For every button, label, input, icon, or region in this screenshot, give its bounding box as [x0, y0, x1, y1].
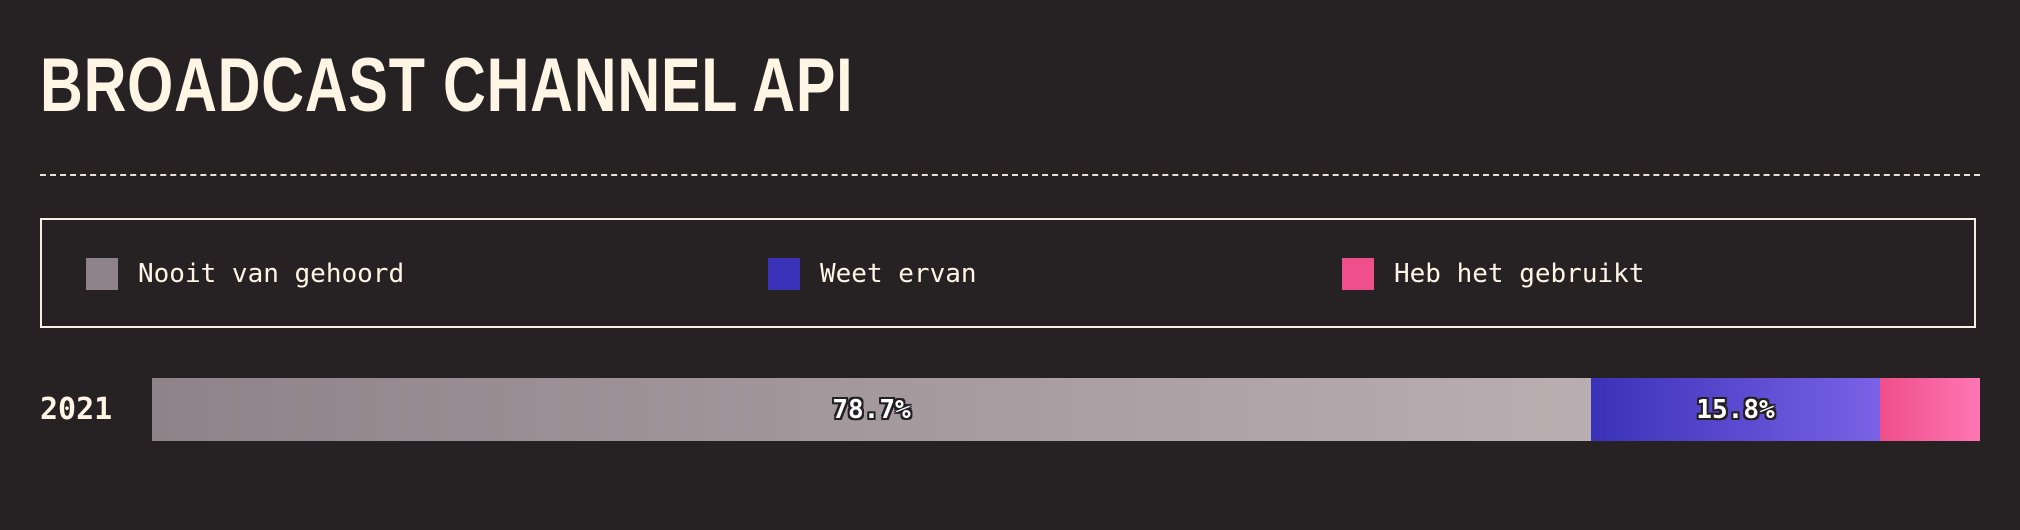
- bar-segment-used[interactable]: [1880, 378, 1980, 441]
- legend-label-used: Heb het gebruikt: [1394, 259, 1645, 289]
- legend-label-never-heard: Nooit van gehoord: [138, 259, 405, 289]
- legend-swatch-aware: [768, 258, 800, 290]
- chart-title: BROADCAST CHANNEL API: [40, 43, 854, 128]
- legend-item-never-heard[interactable]: Nooit van gehoord: [86, 258, 404, 290]
- legend: Nooit van gehoord Weet ervan Heb het geb…: [40, 218, 1976, 328]
- legend-item-used[interactable]: Heb het gebruikt: [1342, 258, 1644, 290]
- bar-segment-aware[interactable]: 15.8%: [1591, 378, 1880, 441]
- legend-swatch-used: [1342, 258, 1374, 290]
- legend-swatch-never-heard: [86, 258, 118, 290]
- segment-value-never-heard: 78.7%: [832, 394, 911, 425]
- stacked-bar-2021: 78.7% 15.8%: [152, 378, 1980, 441]
- segment-value-aware: 15.8%: [1696, 394, 1775, 425]
- dashed-divider: [40, 174, 1980, 176]
- row-label-2021: 2021: [40, 392, 113, 427]
- legend-label-aware: Weet ervan: [820, 259, 977, 289]
- legend-item-aware[interactable]: Weet ervan: [768, 258, 977, 290]
- bar-segment-never-heard[interactable]: 78.7%: [152, 378, 1591, 441]
